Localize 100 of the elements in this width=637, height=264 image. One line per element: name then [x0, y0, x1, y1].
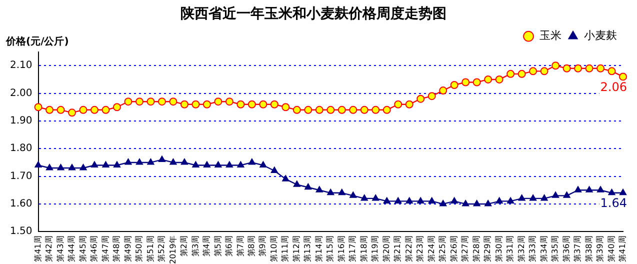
x-tick-label: 第44周	[67, 236, 76, 262]
point	[282, 175, 290, 182]
point	[124, 98, 132, 106]
x-tick-label: 第41周	[33, 236, 42, 262]
x-tick-label: 第20周	[382, 236, 391, 262]
y-tick-label: 2.00	[10, 88, 32, 99]
point	[327, 188, 334, 196]
point	[440, 200, 447, 206]
y-tick-label: 1.50	[10, 226, 32, 238]
point	[507, 197, 514, 204]
point	[417, 197, 424, 204]
point	[394, 197, 402, 204]
point	[350, 192, 357, 198]
point	[484, 75, 492, 84]
x-tick-label: 第30周	[494, 236, 504, 262]
x-tick-label: 第22周	[404, 236, 414, 262]
point	[360, 106, 368, 114]
point	[450, 197, 458, 204]
x-tick-label: 第8周	[246, 236, 256, 257]
point	[552, 62, 560, 70]
x-tick-label: 第25周	[438, 236, 448, 262]
point	[484, 200, 492, 206]
point	[46, 106, 54, 114]
point	[90, 161, 98, 168]
point	[80, 164, 87, 170]
x-tick-label: 第2周	[180, 236, 189, 257]
x-tick-label: 第9周	[258, 236, 268, 257]
point	[214, 98, 222, 106]
point	[596, 186, 604, 192]
x-tick-label: 第33周	[528, 236, 538, 262]
point	[562, 64, 571, 72]
point	[192, 161, 200, 168]
x-tick-label: 第36周	[562, 236, 571, 262]
data-label: 1.64	[600, 196, 627, 210]
point	[540, 194, 548, 201]
point	[450, 81, 458, 89]
point	[428, 92, 436, 100]
point	[462, 78, 470, 86]
point	[608, 188, 616, 196]
point	[574, 64, 582, 72]
point	[518, 194, 526, 201]
x-tick-label: 第4周	[202, 236, 212, 257]
point	[102, 161, 110, 168]
point	[158, 98, 166, 106]
point	[360, 194, 368, 201]
point	[203, 161, 210, 168]
point	[304, 183, 312, 190]
y-tick-label: 1.70	[10, 170, 32, 182]
x-tick-label: 2019年	[168, 236, 178, 264]
point	[147, 158, 154, 165]
point	[158, 156, 166, 162]
point	[496, 197, 503, 204]
point	[170, 158, 177, 165]
point	[248, 100, 256, 108]
x-tick-label: 第39周	[596, 236, 605, 262]
x-tick-label: 第23周	[416, 236, 425, 262]
x-tick-label: 第35周	[550, 236, 560, 262]
x-tick-label: 第45周	[78, 236, 88, 262]
x-tick-label: 第19周	[370, 236, 380, 262]
x-tick-label: 第29周	[483, 236, 492, 262]
point	[619, 188, 627, 196]
point	[495, 75, 504, 84]
point	[136, 158, 143, 165]
x-tick-label: 第34周	[539, 236, 548, 262]
y-tick-label: 1.90	[10, 116, 32, 127]
x-tick-label: 第10周	[269, 236, 278, 262]
point	[270, 166, 278, 174]
point	[574, 186, 582, 192]
x-tick-label: 第28周	[472, 236, 481, 262]
point	[34, 103, 42, 112]
x-tick-label: 第41周	[618, 236, 628, 262]
point	[237, 161, 244, 168]
x-tick-label: 第40周	[606, 236, 616, 262]
point	[68, 164, 76, 170]
x-tick-label: 第21周	[393, 236, 402, 262]
point	[338, 106, 346, 114]
point	[338, 188, 346, 196]
x-tick-label: 第6周	[224, 236, 234, 257]
y-axis-title: 价格(元/公斤)	[5, 35, 69, 48]
point	[292, 106, 301, 114]
point	[530, 194, 537, 201]
point	[619, 72, 627, 81]
point	[372, 194, 380, 201]
x-tick-label: 第43周	[56, 236, 65, 262]
point	[405, 100, 414, 108]
point	[124, 158, 132, 165]
x-tick-label: 第38周	[584, 236, 594, 262]
x-tick-label: 第48周	[112, 236, 122, 262]
point	[439, 86, 448, 95]
point	[506, 70, 515, 78]
y-tick-label: 1.60	[10, 198, 32, 210]
point	[293, 180, 300, 187]
x-tick-label: 第7周	[236, 236, 245, 257]
point	[146, 98, 155, 106]
point	[608, 67, 616, 76]
point	[585, 64, 594, 72]
point	[304, 106, 312, 114]
point	[349, 106, 358, 114]
point	[192, 100, 200, 108]
y-tick-label: 2.10	[10, 60, 32, 72]
